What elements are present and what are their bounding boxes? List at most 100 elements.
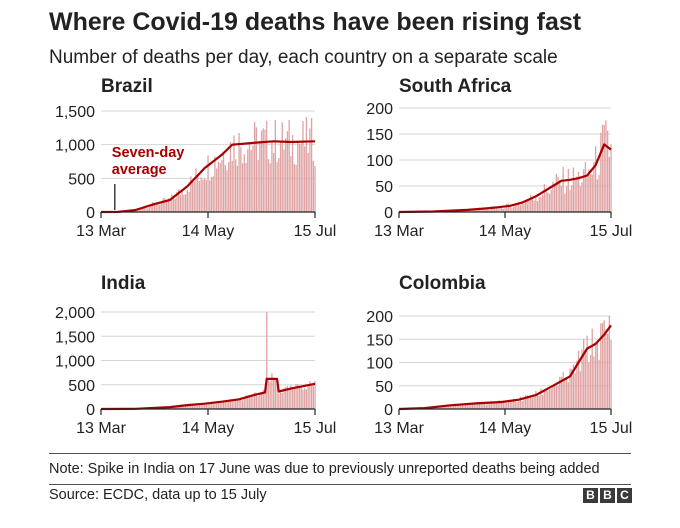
daily-bar	[184, 405, 187, 409]
daily-bar	[236, 399, 239, 409]
daily-bar	[165, 201, 168, 212]
daily-bar	[228, 161, 230, 212]
daily-bar	[281, 122, 283, 212]
daily-bar	[276, 379, 278, 409]
daily-bar	[589, 354, 592, 409]
daily-bar	[485, 404, 487, 409]
daily-bar	[183, 405, 185, 409]
daily-bar	[454, 403, 457, 409]
daily-bar	[274, 378, 277, 409]
daily-bar	[297, 141, 299, 212]
daily-bar	[309, 381, 311, 409]
daily-bar	[478, 402, 481, 409]
daily-bar	[193, 181, 195, 212]
daily-bar	[279, 141, 282, 212]
daily-bar	[198, 181, 201, 212]
daily-bar	[278, 158, 280, 212]
daily-bar	[509, 205, 511, 212]
y-tick-label: 0	[384, 205, 393, 222]
daily-bar	[210, 401, 213, 409]
daily-bar	[598, 174, 600, 212]
daily-bar	[304, 146, 306, 212]
daily-bar	[553, 384, 556, 409]
daily-bar	[226, 400, 228, 409]
daily-bar	[216, 403, 218, 409]
daily-bar	[601, 124, 604, 212]
daily-bar	[205, 180, 207, 212]
daily-bar	[437, 407, 440, 409]
daily-bar	[310, 117, 313, 212]
daily-bar	[219, 162, 221, 212]
daily-bar	[291, 387, 294, 409]
daily-bar	[456, 404, 458, 409]
daily-bar	[257, 159, 259, 212]
daily-bar	[191, 179, 194, 212]
daily-bar	[264, 129, 266, 212]
daily-bar	[236, 165, 239, 212]
daily-bar	[260, 130, 263, 212]
daily-bar	[480, 403, 482, 409]
daily-bar	[548, 193, 551, 212]
daily-bar	[571, 185, 573, 212]
daily-bar	[269, 381, 271, 409]
daily-bar	[209, 180, 211, 212]
y-tick-label: 1,000	[55, 138, 95, 155]
daily-bar	[547, 390, 549, 409]
daily-bar	[591, 328, 593, 409]
daily-bar	[577, 350, 580, 409]
daily-bar	[233, 399, 235, 409]
daily-bar	[514, 399, 516, 409]
daily-bar	[533, 395, 535, 409]
daily-bar	[309, 128, 311, 212]
daily-bar	[432, 407, 434, 409]
y-tick-label: 0	[86, 205, 95, 222]
daily-bar	[290, 156, 292, 212]
daily-bar	[506, 203, 508, 212]
daily-bar	[591, 174, 593, 212]
x-tick-label: 13 Mar	[76, 420, 126, 437]
daily-bar	[229, 399, 232, 409]
daily-bar	[143, 207, 145, 212]
y-tick-label: 1,500	[55, 104, 95, 121]
daily-bar	[179, 194, 182, 212]
daily-bar	[543, 389, 546, 409]
daily-bar	[475, 209, 477, 212]
daily-bar	[606, 130, 609, 212]
daily-bar	[552, 385, 554, 409]
daily-bar	[293, 388, 295, 409]
daily-bar	[179, 405, 182, 409]
daily-bar	[272, 152, 275, 212]
daily-bar	[490, 206, 493, 212]
daily-bar	[565, 186, 568, 212]
daily-bar	[186, 404, 188, 409]
daily-bar	[214, 156, 216, 212]
daily-bar	[542, 194, 544, 212]
daily-bar	[526, 200, 528, 212]
daily-bar	[492, 401, 494, 409]
daily-bar	[248, 143, 251, 212]
daily-bar	[216, 168, 218, 212]
daily-bar	[441, 406, 443, 409]
daily-bar	[202, 179, 204, 212]
daily-bar	[535, 198, 537, 212]
daily-bar	[181, 190, 183, 212]
daily-bar	[477, 403, 479, 409]
daily-bar	[569, 368, 571, 409]
daily-bar	[257, 395, 259, 409]
daily-bar	[183, 194, 185, 212]
daily-bar	[584, 161, 587, 212]
daily-bar	[495, 208, 498, 212]
daily-bar	[465, 210, 467, 212]
daily-bar	[495, 402, 498, 409]
daily-bar	[238, 398, 240, 409]
daily-bar	[603, 320, 605, 409]
daily-bar	[217, 161, 220, 212]
daily-bar	[516, 401, 518, 409]
daily-bar	[553, 184, 556, 212]
daily-bar	[560, 376, 563, 409]
daily-bar	[475, 402, 477, 409]
daily-bar	[608, 316, 610, 409]
daily-bar	[283, 387, 285, 409]
daily-bar	[559, 376, 561, 409]
daily-bar	[543, 184, 546, 212]
